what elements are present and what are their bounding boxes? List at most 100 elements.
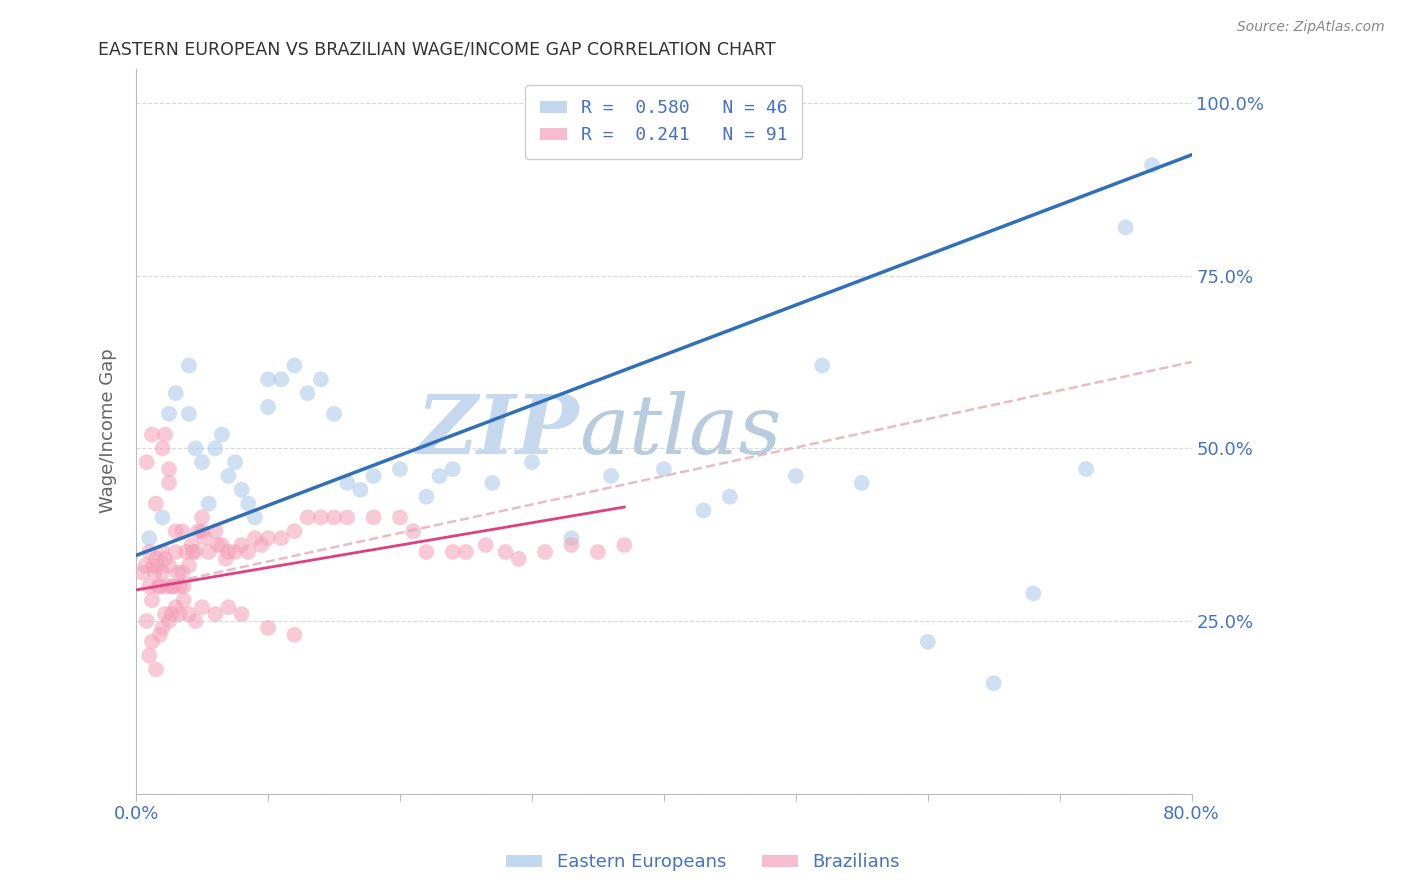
Point — [495, 545, 517, 559]
Point — [363, 469, 385, 483]
Point — [157, 614, 180, 628]
Point — [138, 531, 160, 545]
Point — [363, 510, 385, 524]
Point — [177, 607, 200, 621]
Point — [157, 475, 180, 490]
Point — [231, 483, 253, 497]
Point — [165, 545, 187, 559]
Point — [204, 442, 226, 456]
Point — [181, 545, 204, 559]
Point — [149, 628, 172, 642]
Point — [613, 538, 636, 552]
Point — [283, 359, 305, 373]
Point — [238, 545, 260, 559]
Point — [180, 538, 202, 552]
Point — [177, 359, 200, 373]
Point — [191, 510, 214, 524]
Point — [257, 400, 280, 414]
Text: Source: ZipAtlas.com: Source: ZipAtlas.com — [1237, 20, 1385, 34]
Point — [211, 538, 233, 552]
Point — [257, 372, 280, 386]
Text: EASTERN EUROPEAN VS BRAZILIAN WAGE/INCOME GAP CORRELATION CHART: EASTERN EUROPEAN VS BRAZILIAN WAGE/INCOM… — [98, 40, 776, 58]
Point — [153, 607, 176, 621]
Point — [177, 558, 200, 573]
Point — [238, 497, 260, 511]
Point — [165, 524, 187, 539]
Point — [153, 427, 176, 442]
Point — [217, 545, 239, 559]
Point — [184, 614, 207, 628]
Point — [135, 614, 157, 628]
Point — [141, 427, 163, 442]
Point — [173, 593, 195, 607]
Point — [283, 628, 305, 642]
Point — [283, 524, 305, 539]
Point — [141, 634, 163, 648]
Point — [204, 607, 226, 621]
Point — [309, 510, 332, 524]
Point — [165, 386, 187, 401]
Point — [349, 483, 371, 497]
Point — [1140, 158, 1163, 172]
Point — [152, 566, 174, 580]
Point — [851, 475, 873, 490]
Point — [508, 552, 530, 566]
Point — [172, 524, 194, 539]
Point — [441, 462, 464, 476]
Legend: Eastern Europeans, Brazilians: Eastern Europeans, Brazilians — [499, 847, 907, 879]
Legend: R =  0.580   N = 46, R =  0.241   N = 91: R = 0.580 N = 46, R = 0.241 N = 91 — [526, 85, 803, 159]
Point — [560, 531, 582, 545]
Point — [204, 524, 226, 539]
Point — [1115, 220, 1137, 235]
Point — [454, 545, 477, 559]
Point — [167, 566, 190, 580]
Point — [785, 469, 807, 483]
Text: atlas: atlas — [579, 391, 782, 471]
Point — [197, 497, 219, 511]
Point — [323, 407, 346, 421]
Point — [141, 593, 163, 607]
Point — [257, 531, 280, 545]
Point — [145, 552, 167, 566]
Point — [152, 621, 174, 635]
Point — [187, 524, 209, 539]
Point — [297, 510, 319, 524]
Point — [191, 524, 214, 539]
Point — [600, 469, 623, 483]
Point — [172, 566, 194, 580]
Point — [148, 579, 170, 593]
Point — [231, 538, 253, 552]
Point — [917, 634, 939, 648]
Point — [211, 427, 233, 442]
Point — [811, 359, 834, 373]
Point — [146, 558, 169, 573]
Point — [217, 600, 239, 615]
Point — [160, 607, 183, 621]
Point — [250, 538, 273, 552]
Point — [162, 579, 184, 593]
Point — [270, 531, 292, 545]
Point — [184, 442, 207, 456]
Point — [155, 579, 177, 593]
Point — [297, 386, 319, 401]
Point — [152, 510, 174, 524]
Point — [157, 558, 180, 573]
Point — [388, 510, 411, 524]
Point — [194, 531, 217, 545]
Point — [983, 676, 1005, 690]
Point — [173, 579, 195, 593]
Point — [243, 531, 266, 545]
Point — [323, 510, 346, 524]
Point — [157, 462, 180, 476]
Y-axis label: Wage/Income Gap: Wage/Income Gap — [100, 349, 117, 514]
Point — [231, 607, 253, 621]
Point — [534, 545, 557, 559]
Point — [138, 579, 160, 593]
Point — [270, 372, 292, 386]
Point — [217, 469, 239, 483]
Point — [134, 558, 156, 573]
Point — [160, 579, 183, 593]
Point — [152, 545, 174, 559]
Point — [520, 455, 543, 469]
Point — [153, 552, 176, 566]
